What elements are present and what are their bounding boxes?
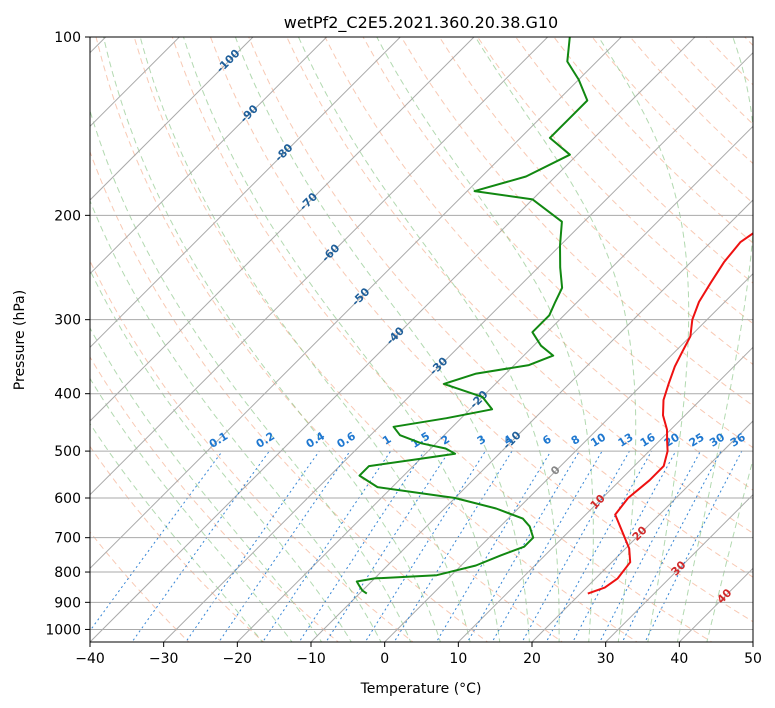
- mixing-ratio-line: [393, 450, 513, 642]
- isotherm-line: [90, 37, 254, 201]
- x-tick-label: 10: [449, 651, 467, 667]
- y-tick-label: 1000: [45, 622, 81, 638]
- x-tick-label: 30: [597, 651, 615, 667]
- x-axis-title: Temperature (°C): [360, 681, 482, 697]
- x-tick-label: −10: [296, 651, 326, 667]
- dewpoint-line: [355, 37, 589, 595]
- isotherm-line: [90, 37, 328, 275]
- isotherm-line: [162, 51, 753, 642]
- y-tick-label: 600: [54, 491, 81, 507]
- x-tick-label: −30: [149, 651, 179, 667]
- mixing-ratio-line: [435, 450, 552, 642]
- mixing-ratio-line: [644, 450, 743, 642]
- mixing-ratio-line: [364, 450, 486, 642]
- x-tick-label: 0: [380, 651, 389, 667]
- isotherm-line: [90, 37, 402, 349]
- x-axis: −40 −30 −20 −10 0 10 20 30 40 50: [75, 642, 762, 667]
- isotherm-line: [90, 37, 549, 496]
- mixing-ratio-line: [185, 450, 320, 642]
- y-tick-label: 400: [54, 387, 81, 403]
- pressure-gridlines: [90, 37, 753, 630]
- isotherm-line: [236, 125, 753, 642]
- y-axis: 100 200 300 400 500 600 700 800 900 1000: [45, 30, 90, 638]
- dry-adiabat: [324, 37, 753, 491]
- dry-adiabat: [90, 259, 414, 642]
- chart-title: wetPf2_C2E5.2021.360.20.38.G10: [284, 13, 558, 33]
- profile-lines: [355, 37, 753, 595]
- isotherm-line: [604, 493, 753, 642]
- y-tick-label: 200: [54, 208, 81, 224]
- x-tick-label: −40: [75, 651, 105, 667]
- dry-adiabat: [477, 37, 753, 325]
- mixing-ratio-line: [131, 450, 270, 642]
- mixing-ratio-line: [599, 450, 701, 642]
- isotherm-line: [90, 37, 475, 422]
- x-tick-label: 20: [523, 651, 541, 667]
- temperature-line: [587, 232, 753, 595]
- x-tick-label: 50: [744, 651, 762, 667]
- y-tick-label: 100: [54, 30, 81, 46]
- dry-adiabat: [438, 37, 753, 366]
- mixing-ratio-line: [521, 450, 630, 642]
- dry-adiabat: [400, 37, 753, 407]
- y-axis-title: Pressure (hPa): [12, 290, 28, 390]
- isotherm-line: [310, 199, 753, 642]
- y-tick-label: 300: [54, 313, 81, 329]
- isotherm-line: [457, 346, 753, 642]
- y-tick-label: 800: [54, 565, 81, 581]
- x-tick-label: 40: [670, 651, 688, 667]
- x-tick-label: −20: [223, 651, 253, 667]
- moist-adiabat: [90, 109, 412, 642]
- dry-adiabat: [248, 37, 753, 578]
- y-tick-label: 900: [54, 595, 81, 611]
- dry-adiabat: [362, 37, 753, 449]
- isotherm-line: [531, 420, 753, 642]
- mixing-ratio-line: [572, 450, 677, 642]
- y-tick-label: 500: [54, 444, 81, 460]
- plot-frame: [89, 36, 754, 643]
- moist-adiabat: [90, 199, 382, 642]
- mixing-ratio-line: [218, 450, 351, 642]
- y-tick-label: 700: [54, 531, 81, 547]
- mixing-ratio-line: [545, 450, 653, 642]
- mixing-ratio-line: [90, 450, 223, 632]
- isotherm-line: [90, 37, 696, 642]
- isotherm-line: [90, 37, 623, 570]
- mixing-ratio-line: [466, 450, 580, 642]
- mixing-ratio-line: [491, 450, 603, 642]
- isotherm-line: [383, 272, 753, 642]
- mixing-ratio-line: [621, 450, 722, 642]
